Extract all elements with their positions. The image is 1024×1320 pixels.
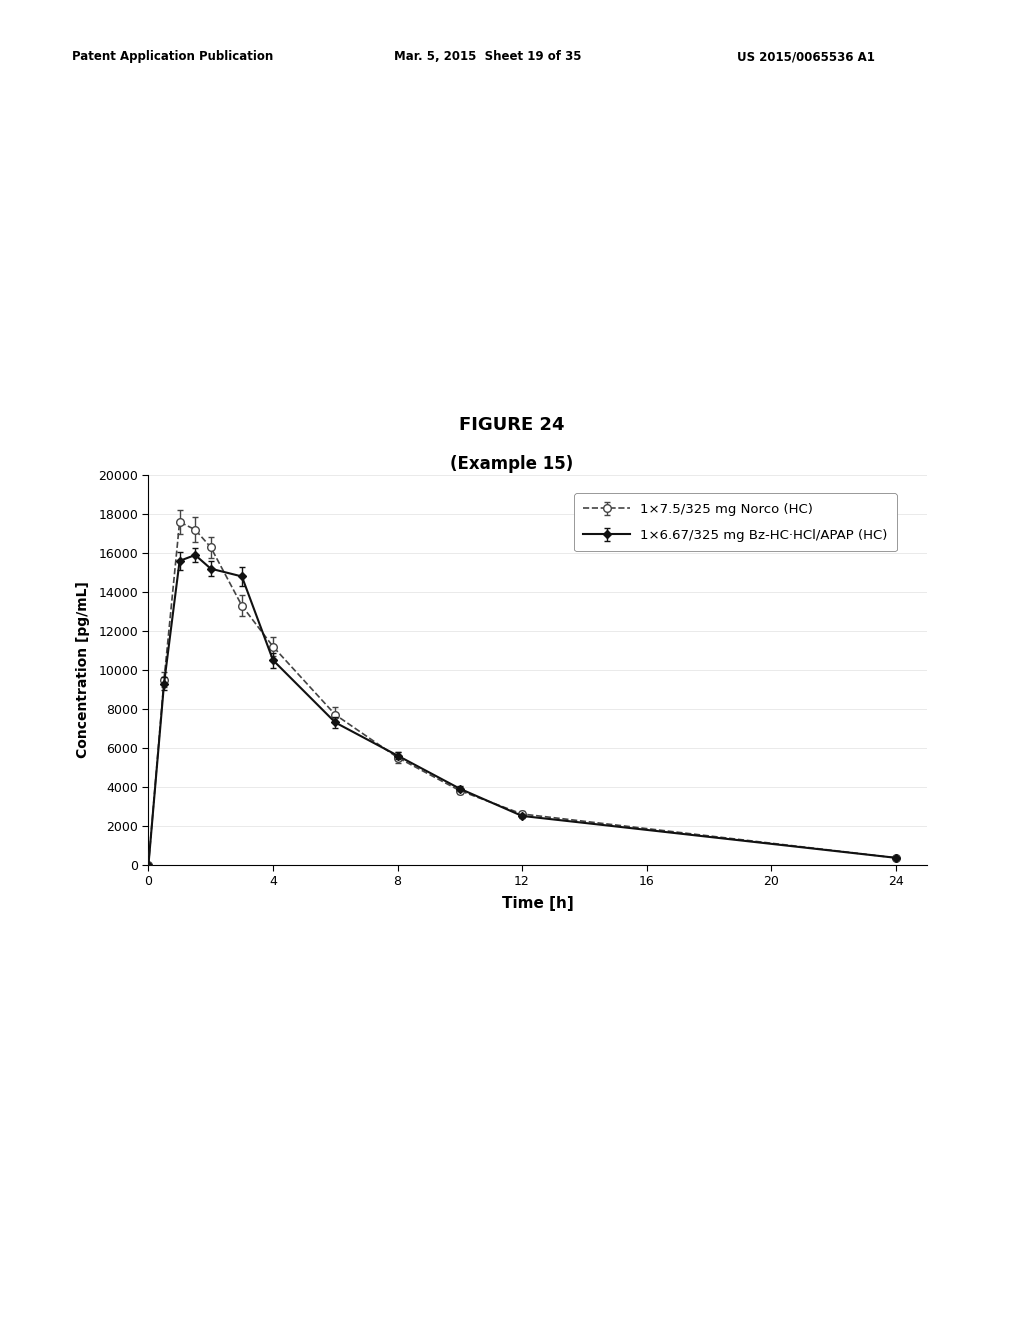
Text: Mar. 5, 2015  Sheet 19 of 35: Mar. 5, 2015 Sheet 19 of 35 [394, 50, 582, 63]
Text: US 2015/0065536 A1: US 2015/0065536 A1 [737, 50, 876, 63]
Y-axis label: Concentration [pg/mL]: Concentration [pg/mL] [76, 582, 90, 758]
Text: (Example 15): (Example 15) [451, 455, 573, 474]
Legend: 1×7.5/325 mg Norco (HC), 1×6.67/325 mg Bz-HC·HCl/APAP (HC): 1×7.5/325 mg Norco (HC), 1×6.67/325 mg B… [574, 494, 897, 552]
Text: FIGURE 24: FIGURE 24 [459, 416, 565, 434]
Text: Patent Application Publication: Patent Application Publication [72, 50, 273, 63]
X-axis label: Time [h]: Time [h] [502, 896, 573, 911]
